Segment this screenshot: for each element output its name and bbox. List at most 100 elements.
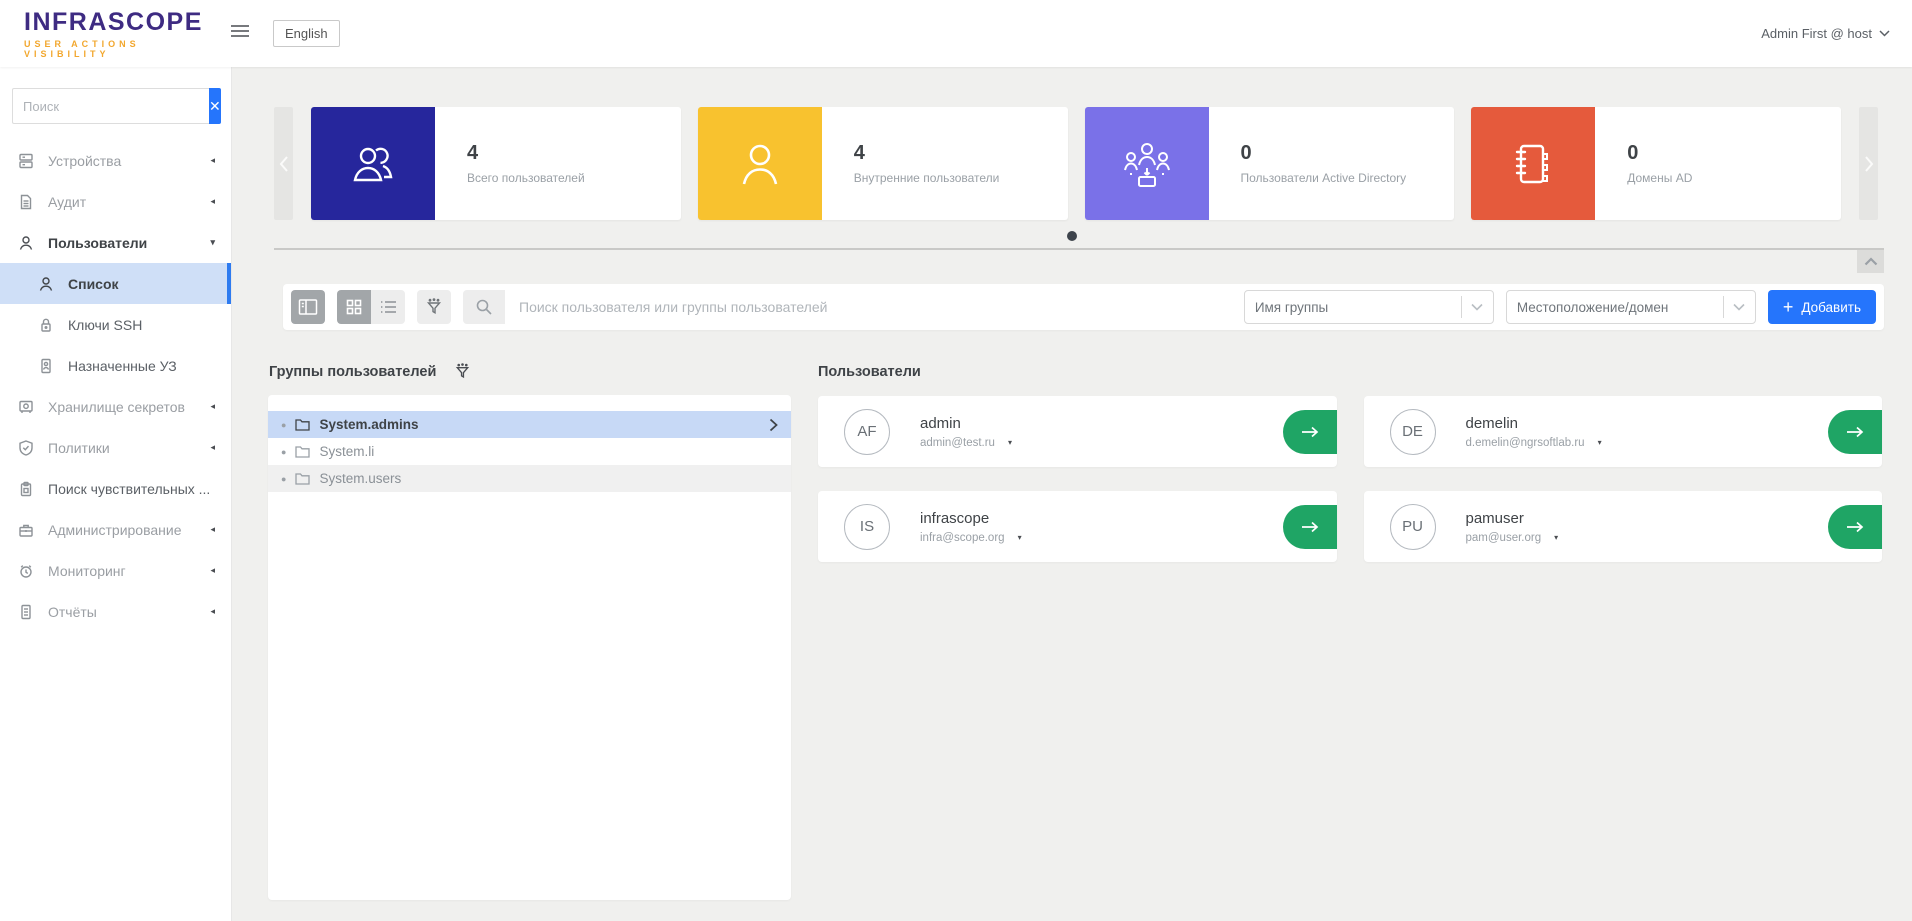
user-groups-panel: ● System.admins ● System.li ● System.use… [268, 395, 791, 900]
sidebar-item-devices[interactable]: Устройства ◂ [0, 140, 231, 181]
grid-view-button[interactable] [337, 290, 371, 324]
sidebar-search-clear-button[interactable]: ✕ [209, 88, 221, 124]
chevron-up-icon [1864, 257, 1877, 266]
sidebar-item-users-list[interactable]: Список [0, 263, 231, 304]
user-name: demelin [1465, 414, 1519, 432]
group-row-system-li[interactable]: ● System.li [268, 438, 791, 465]
sidebar-item-label: Отчёты [48, 603, 97, 620]
carousel-prev-button[interactable] [274, 107, 293, 220]
open-user-button[interactable] [1828, 504, 1882, 549]
folder-icon [295, 418, 311, 431]
email-dropdown-icon[interactable]: ▾ [1007, 438, 1012, 447]
plus-icon: + [1782, 297, 1794, 317]
list-view-button[interactable] [371, 290, 405, 324]
avatar: DE [1389, 408, 1436, 455]
email-dropdown-icon[interactable]: ▾ [1017, 533, 1022, 542]
email-dropdown-icon[interactable]: ▾ [1597, 438, 1602, 447]
user-groups-title: Группы пользователей [269, 363, 437, 380]
user-account-label: Admin First @ host [1761, 26, 1872, 41]
stat-value: 4 [467, 142, 479, 164]
assigned-accounts-icon [36, 357, 56, 375]
bullet-icon: ● [281, 419, 287, 430]
sidebar-item-users[interactable]: Пользователи ▾ [0, 222, 231, 263]
select-divider [1460, 296, 1462, 318]
sidebar-item-label: Устройства [48, 152, 122, 169]
group-name-select[interactable]: Имя группы [1243, 290, 1494, 324]
logo-subtitle: USER ACTIONS VISIBILITY [24, 39, 140, 59]
user-email: admin@test.ru [920, 436, 995, 449]
carousel-dots [232, 231, 1912, 241]
user-email: d.emelin@ngrsoftlab.ru [1465, 436, 1585, 449]
open-user-button[interactable] [1282, 409, 1337, 454]
sidebar-item-audit[interactable]: Аудит ◂ [0, 181, 231, 222]
user-card-infrascope[interactable]: IS infrascope infra@scope.org ▾ [818, 491, 1337, 562]
location-domain-select-value: Местоположение/домен [1516, 299, 1669, 315]
user-email: infra@scope.org [920, 531, 1005, 544]
sidebar-item-ssh-keys[interactable]: Ключи SSH [0, 304, 231, 345]
add-user-button[interactable]: + Добавить [1767, 290, 1876, 324]
address-book-icon [1471, 107, 1596, 220]
sidebar-item-reports[interactable]: Отчёты ◂ [0, 591, 231, 632]
folder-icon [295, 445, 311, 458]
groups-filter-icon[interactable] [454, 363, 471, 380]
ad-users-icon [1084, 107, 1209, 220]
avatar: AF [844, 408, 890, 455]
layout-panel-toggle-button[interactable] [291, 290, 325, 324]
stats-carousel: 4 Всего пользователей 4 Внутренние польз… [274, 107, 1878, 220]
user-email: pam@user.org [1465, 531, 1542, 544]
chevron-down-icon [1733, 303, 1745, 311]
stat-card-ad-users: 0 Пользователи Active Directory [1084, 107, 1455, 220]
monitoring-icon [16, 562, 36, 580]
caret-left-icon: ◂ [210, 196, 215, 206]
carousel-dot[interactable] [1067, 231, 1077, 241]
language-button[interactable]: English [273, 20, 340, 47]
avatar: PU [1389, 503, 1436, 550]
main-content: 4 Всего пользователей 4 Внутренние польз… [232, 67, 1912, 921]
open-user-button[interactable] [1828, 409, 1882, 454]
location-domain-select[interactable]: Местоположение/домен [1505, 290, 1756, 324]
select-divider [1722, 296, 1724, 318]
stat-card-total-users: 4 Всего пользователей [311, 107, 681, 220]
group-row-system-users[interactable]: ● System.users [268, 465, 791, 492]
arrow-right-icon [1301, 426, 1318, 437]
bullet-icon: ● [281, 473, 287, 484]
user-card-admin[interactable]: AF admin admin@test.ru ▾ [818, 396, 1337, 467]
sidebar-search-input[interactable] [12, 88, 209, 124]
group-name-select-value: Имя группы [1254, 299, 1329, 315]
sidebar-item-administration[interactable]: Администрирование ◂ [0, 509, 231, 550]
user-card-demelin[interactable]: DE demelin d.emelin@ngrsoftlab.ru ▾ [1363, 396, 1882, 467]
sidebar-item-assigned-accounts[interactable]: Назначенные УЗ [0, 345, 231, 386]
collapse-panel-button[interactable] [1857, 250, 1884, 273]
search-icon [463, 290, 505, 324]
add-user-button-label: Добавить [1801, 299, 1861, 315]
user-icon [36, 275, 56, 293]
caret-left-icon: ◂ [210, 155, 215, 165]
app-logo: INFRASCOPE USER ACTIONS VISIBILITY [0, 8, 225, 59]
open-user-button[interactable] [1282, 504, 1337, 549]
filter-button[interactable] [417, 290, 451, 324]
caret-left-icon: ◂ [210, 524, 215, 534]
sidebar-item-secrets-storage[interactable]: Хранилище секретов ◂ [0, 386, 231, 427]
sidebar-item-sensitive-search[interactable]: Поиск чувствительных ... [0, 468, 231, 509]
users-section: Пользователи AF admin admin@test.ru ▾ [818, 363, 1882, 900]
devices-icon [16, 152, 36, 170]
group-name: System.li [319, 444, 375, 459]
sidebar-item-monitoring[interactable]: Мониторинг ◂ [0, 550, 231, 591]
split-view-icon [298, 299, 318, 315]
user-card-pamuser[interactable]: PU pamuser pam@user.org ▾ [1363, 491, 1882, 562]
user-account-menu[interactable]: Admin First @ host [1761, 26, 1912, 41]
sidebar-item-policies[interactable]: Политики ◂ [0, 427, 231, 468]
email-dropdown-icon[interactable]: ▾ [1554, 533, 1559, 542]
chevron-right-icon[interactable] [769, 418, 778, 432]
caret-left-icon: ◂ [210, 401, 215, 411]
hamburger-menu-icon[interactable] [229, 23, 251, 44]
group-name: System.admins [319, 417, 419, 432]
carousel-next-button[interactable] [1859, 107, 1878, 220]
users-group-icon [311, 107, 435, 220]
sidebar-item-label: Хранилище секретов [48, 398, 185, 415]
user-search-input[interactable] [505, 290, 1232, 324]
chevron-right-icon [1864, 155, 1873, 172]
group-row-system-admins[interactable]: ● System.admins [268, 411, 791, 438]
stat-card-internal-users: 4 Внутренние пользователи [697, 107, 1068, 220]
top-header: INFRASCOPE USER ACTIONS VISIBILITY Engli… [0, 0, 1912, 67]
